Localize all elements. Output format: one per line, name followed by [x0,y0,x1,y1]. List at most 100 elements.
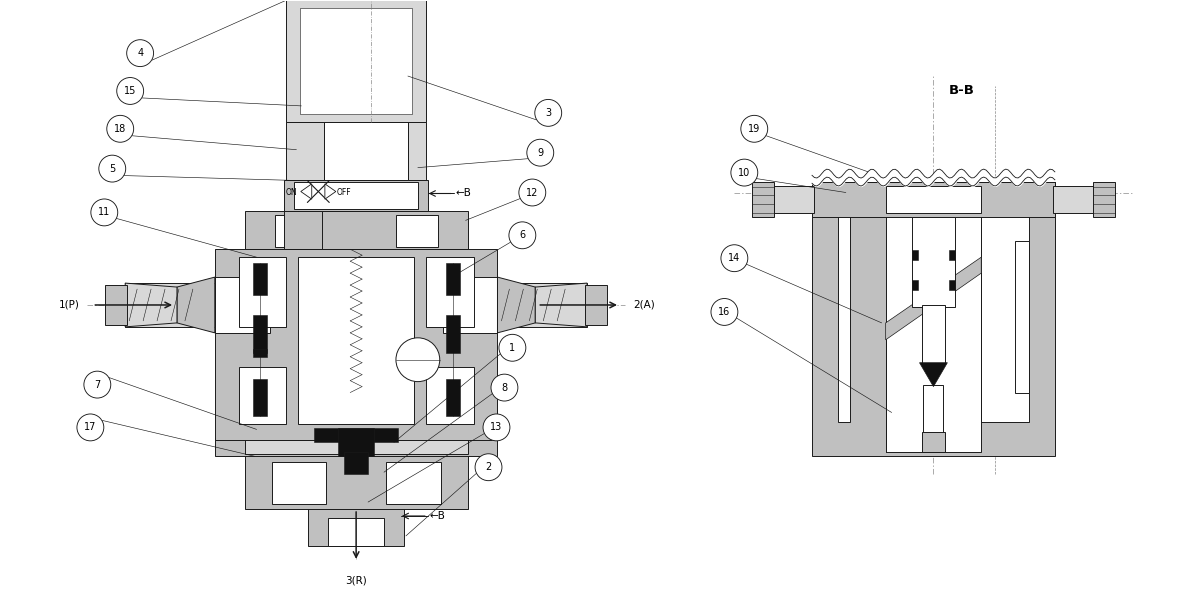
Bar [338,428,374,456]
Text: 5: 5 [109,164,115,173]
Bar [126,283,214,327]
Bar [284,211,322,249]
Text: ON: ON [285,188,297,197]
Circle shape [740,115,768,142]
Text: 14: 14 [728,253,740,263]
Circle shape [534,100,562,127]
Text: 6: 6 [519,230,526,241]
Text: 17: 17 [84,422,97,433]
Circle shape [519,179,546,206]
Text: 2(A): 2(A) [633,300,654,310]
Bar [443,277,497,333]
Bar [253,315,266,353]
Polygon shape [325,184,335,199]
Bar [502,289,583,321]
Text: 3(R): 3(R) [345,576,367,586]
Bar [812,182,1055,217]
Text: 15: 15 [125,86,137,96]
Circle shape [77,414,104,441]
Bar [812,182,1055,456]
Bar [921,305,945,363]
Circle shape [498,334,526,361]
Bar [1015,241,1029,392]
Bar [497,283,587,327]
Circle shape [98,155,126,182]
Bar [214,277,270,333]
Polygon shape [177,277,214,333]
Bar [129,289,211,321]
Circle shape [127,40,153,67]
Circle shape [483,414,510,441]
Bar [921,433,945,452]
Bar [253,349,266,357]
Bar [214,439,497,456]
Bar [286,1,425,122]
Bar [286,122,325,179]
Circle shape [491,374,518,401]
Circle shape [509,222,536,249]
Bar [912,217,955,307]
Text: OFF: OFF [337,188,351,197]
Bar [105,285,127,325]
Bar [244,440,467,454]
Bar [425,257,473,327]
Text: ←B: ←B [430,511,446,521]
Polygon shape [301,184,311,199]
Bar [773,185,813,214]
Bar [912,280,918,290]
Bar [1093,182,1114,217]
Bar [274,215,316,247]
Circle shape [116,77,144,104]
Polygon shape [497,277,536,333]
Bar [284,179,428,211]
Circle shape [710,299,738,325]
Bar [1053,185,1095,214]
Bar [298,257,413,424]
Polygon shape [126,283,177,327]
Bar [253,263,266,295]
Text: 3: 3 [545,108,551,118]
Bar [325,122,407,179]
Text: 7: 7 [95,380,101,389]
Bar [238,257,286,327]
Text: 4: 4 [137,48,144,58]
Text: 11: 11 [98,208,110,217]
Bar [314,428,398,442]
Bar [585,285,607,325]
Polygon shape [885,257,981,340]
Bar [214,249,497,440]
Text: 16: 16 [719,307,731,317]
Bar [238,367,286,424]
Circle shape [91,199,117,226]
Bar [885,185,981,214]
Circle shape [84,371,110,398]
Bar [386,462,441,504]
Bar [446,263,460,295]
Bar [949,250,955,260]
Bar [344,452,368,474]
Bar [272,462,326,504]
Circle shape [107,115,134,142]
Bar [446,379,460,416]
Bar [446,315,460,353]
Bar [981,211,1029,422]
Circle shape [527,139,553,166]
Text: 2: 2 [485,462,491,472]
Bar [397,215,437,247]
Text: 8: 8 [502,383,508,392]
Polygon shape [536,283,587,327]
Bar [949,280,955,290]
Bar [244,451,467,509]
Polygon shape [920,363,948,386]
Bar [301,8,412,114]
Text: 18: 18 [114,124,126,134]
Circle shape [476,454,502,481]
Bar [308,508,404,546]
Circle shape [731,159,758,186]
Text: 13: 13 [490,422,503,433]
Bar [885,185,981,452]
Text: ←B: ←B [455,188,472,199]
Bar [752,182,774,217]
Bar [328,518,385,546]
Text: 19: 19 [749,124,761,134]
